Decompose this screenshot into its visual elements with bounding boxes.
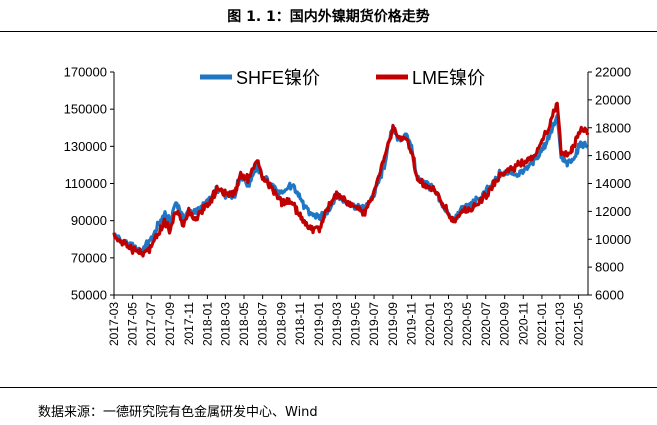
x-tick-label: 2018-05 <box>237 302 251 346</box>
y-left-tick-label: 50000 <box>71 288 107 303</box>
series-line-lme <box>112 101 590 258</box>
y-left-tick-label: 130000 <box>64 139 107 154</box>
x-tick-label: 2017-09 <box>163 302 177 346</box>
x-tick-label: 2019-05 <box>348 302 362 346</box>
x-tick-label: 2018-11 <box>293 302 307 345</box>
x-tick-label: 2019-11 <box>405 302 419 345</box>
y-right-tick-label: 22000 <box>595 65 631 80</box>
x-tick-label: 2018-01 <box>200 302 214 346</box>
y-right-tick-label: 18000 <box>595 120 631 135</box>
y-left-tick-label: 110000 <box>65 176 107 191</box>
x-tick-label: 2017-11 <box>182 302 196 345</box>
x-tick-label: 2019-07 <box>367 302 381 346</box>
y-left-tick-label: 170000 <box>64 65 107 80</box>
legend-label-lme: LME镍价 <box>412 68 485 88</box>
nickel-price-chart: 50000 70000 90000 110000 130000 150000 170000 6… <box>64 65 632 347</box>
x-tick-label: 2020-07 <box>479 302 493 346</box>
y-right-tick-label: 20000 <box>595 92 631 107</box>
source-label: 数据来源：一德研究院有色金属研发中心、Wind <box>38 405 318 420</box>
source-note: 数据来源：一德研究院有色金属研发中心、Wind <box>38 401 318 420</box>
y-left-tick-label: 150000 <box>64 102 107 117</box>
x-tick-label: 2018-03 <box>218 302 232 346</box>
y-right-tick-label: 6000 <box>595 288 624 303</box>
x-tick-label: 2018-09 <box>275 302 289 346</box>
x-tick-label: 2019-01 <box>312 302 326 346</box>
top-rule <box>0 31 657 32</box>
x-tick-label: 2020-11 <box>516 302 530 345</box>
figure-title: 图 1. 1：国内外镍期货价格走势 <box>227 9 430 25</box>
y-right-tick-label: 8000 <box>595 260 624 275</box>
series-line-shfe <box>113 114 589 254</box>
x-tick-label: 2019-09 <box>386 302 400 346</box>
x-tick-label: 2021-05 <box>572 302 586 346</box>
y-right-tick-label: 16000 <box>595 148 631 163</box>
x-tick-label: 2021-01 <box>535 302 549 346</box>
x-tick-label: 2020-01 <box>423 302 437 346</box>
x-tick-label: 2019-03 <box>330 302 344 346</box>
x-tick-label: 2020-05 <box>460 302 474 346</box>
x-tick-label: 2017-03 <box>107 302 121 346</box>
legend-label-shfe: SHFE镍价 <box>236 68 320 88</box>
y-right-tick-label: 12000 <box>595 204 631 219</box>
bottom-rule <box>0 387 657 388</box>
x-tick-label: 2017-07 <box>144 302 158 346</box>
y-left-tick-label: 70000 <box>71 250 107 265</box>
y-right-tick-label: 14000 <box>595 176 631 191</box>
y-right-tick-label: 10000 <box>595 232 631 247</box>
x-tick-label: 2020-03 <box>442 302 456 346</box>
y-left-tick-label: 90000 <box>71 213 107 228</box>
x-tick-label: 2018-07 <box>256 302 270 346</box>
x-tick-label: 2021-03 <box>553 302 567 346</box>
x-tick-label: 2017-05 <box>126 302 140 346</box>
x-tick-label: 2020-09 <box>498 302 512 346</box>
